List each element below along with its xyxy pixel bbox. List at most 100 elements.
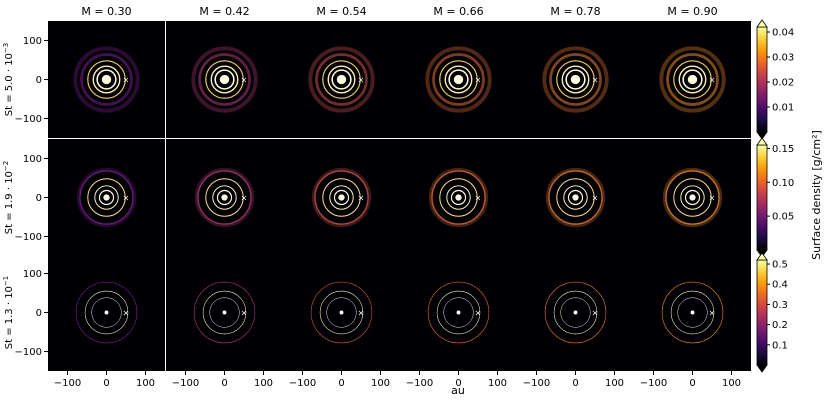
panel-grid: × × × × × × × × × × × × × × × × × × xyxy=(48,21,751,371)
column-titles: M = 0.30 M = 0.42 M = 0.54 M = 0.66 M = 0.78… xyxy=(81,5,717,18)
x-tick-label: 100 xyxy=(254,378,273,389)
panel-r1-c3: × xyxy=(283,21,400,138)
x-tick-label: 100 xyxy=(722,378,741,389)
ring-structure xyxy=(76,167,137,228)
colorbar-tick-label: 0.01 xyxy=(772,103,794,114)
x-tick-label: −100 xyxy=(172,378,199,389)
x-tick-label: 0 xyxy=(455,378,461,389)
planet-marker: × xyxy=(241,309,248,318)
planet-marker: × xyxy=(123,309,130,318)
column-title: M = 0.66 xyxy=(433,5,483,18)
ring-structure xyxy=(75,281,138,344)
ring-structure xyxy=(191,46,258,113)
x-tick-label: 0 xyxy=(221,378,227,389)
panel-r2-c5: × xyxy=(517,139,634,256)
column-title: M = 0.54 xyxy=(316,5,366,18)
y-tick-label: −100 xyxy=(15,232,42,243)
ring-structure xyxy=(545,167,606,228)
panel-r2-c4: × xyxy=(400,139,517,256)
planet-marker: × xyxy=(358,76,365,85)
planet-marker: × xyxy=(709,194,716,203)
x-tick-label: 100 xyxy=(371,378,390,389)
colorbar-tick-label: 0.03 xyxy=(772,53,794,64)
colorbar-row-1: 0.01 0.02 0.03 0.04 xyxy=(756,19,794,140)
x-tick-label: 0 xyxy=(689,378,695,389)
colorbar-tick-label: 0.02 xyxy=(772,78,794,89)
x-tick-label: 100 xyxy=(488,378,507,389)
planet-marker: × xyxy=(709,76,716,85)
colorbar-tick-label: 0.2 xyxy=(772,320,788,331)
row-label: St = 5.0 · 10−3 xyxy=(2,43,15,117)
planet-marker: × xyxy=(592,309,599,318)
column-title: M = 0.78 xyxy=(550,5,600,18)
panel-r1-c6: × xyxy=(634,21,751,138)
planet-marker: × xyxy=(709,309,716,318)
planet-marker: × xyxy=(123,76,130,85)
planet-marker: × xyxy=(241,194,248,203)
x-axes: −100 0 100 −100 0 100 −100 0 100 −100 0 100 −100 0 100… xyxy=(54,371,741,389)
ring-structure xyxy=(659,46,726,113)
panel-r3-c6: × xyxy=(634,254,751,371)
ring-structure xyxy=(310,281,373,344)
colorbar-row-2: 0.05 0.10 0.15 xyxy=(756,137,794,258)
planet-marker: × xyxy=(475,76,482,85)
y-tick-label: 100 xyxy=(23,269,42,280)
x-tick-label: 0 xyxy=(103,378,109,389)
ring-structure xyxy=(311,167,372,228)
colorbar-tick-label: 0.5 xyxy=(772,260,788,271)
panel-r2-c6: × xyxy=(634,139,751,256)
panel-r2-c2: × xyxy=(166,139,283,256)
ring-structure xyxy=(193,281,256,344)
x-axis-label: au xyxy=(451,384,465,397)
colorbar-tick-label: 0.3 xyxy=(772,300,788,311)
colorbar-row-3: 0.1 0.2 0.3 0.4 0.5 xyxy=(756,252,788,373)
row-label: St = 1.3 · 10−1 xyxy=(2,276,15,350)
ring-structure xyxy=(427,281,490,344)
colorbar-tick-label: 0.05 xyxy=(772,212,794,223)
colorbar-tick-label: 0.15 xyxy=(772,144,794,155)
colorbars: 0.01 0.02 0.03 0.04 0.05 0.10 0.15 0.1 0.2 0.3 0.4… xyxy=(756,19,794,373)
x-tick-label: 100 xyxy=(605,378,624,389)
y-tick-label: 0 xyxy=(36,193,42,204)
planet-marker: × xyxy=(358,194,365,203)
x-tick-label: −100 xyxy=(289,378,316,389)
planet-marker: × xyxy=(475,309,482,318)
panel-r1-c5: × xyxy=(517,21,634,138)
x-tick-label: −100 xyxy=(523,378,550,389)
panel-r1-c4: × xyxy=(400,21,517,138)
panel-r2-c3: × xyxy=(283,139,400,256)
y-tick-label: 100 xyxy=(23,154,42,165)
x-tick-label: −100 xyxy=(640,378,667,389)
y-tick-label: −100 xyxy=(15,347,42,358)
colorbar-tick-label: 0.4 xyxy=(772,280,788,291)
ring-structure xyxy=(308,46,375,113)
colorbar-label: Surface density [g/cm²] xyxy=(810,130,823,260)
ring-structure xyxy=(73,46,140,113)
colorbar-tick-label: 0.04 xyxy=(772,28,794,39)
x-tick-label: 0 xyxy=(572,378,578,389)
ring-structure xyxy=(425,46,492,113)
x-tick-label: 100 xyxy=(136,378,155,389)
column-title: M = 0.30 xyxy=(81,5,131,18)
y-tick-label: −100 xyxy=(15,114,42,125)
y-tick-label: 0 xyxy=(36,75,42,86)
planet-marker: × xyxy=(241,76,248,85)
y-tick-label: 0 xyxy=(36,308,42,319)
panel-r3-c2: × xyxy=(166,254,283,371)
panel-r2-c1: × xyxy=(48,139,165,256)
planet-marker: × xyxy=(123,194,130,203)
panel-r1-c2: × xyxy=(166,21,283,138)
x-tick-label: 0 xyxy=(338,378,344,389)
colorbar-tick-label: 0.10 xyxy=(772,178,794,189)
x-tick-label: −100 xyxy=(406,378,433,389)
panel-r3-c3: × xyxy=(283,254,400,371)
ring-structure xyxy=(542,46,609,113)
column-title: M = 0.90 xyxy=(667,5,717,18)
planet-marker: × xyxy=(358,309,365,318)
x-tick-label: −100 xyxy=(54,378,81,389)
planet-marker: × xyxy=(592,76,599,85)
ring-structure xyxy=(544,281,607,344)
row-label: St = 1.9 · 10−2 xyxy=(2,161,15,235)
panel-r3-c5: × xyxy=(517,254,634,371)
